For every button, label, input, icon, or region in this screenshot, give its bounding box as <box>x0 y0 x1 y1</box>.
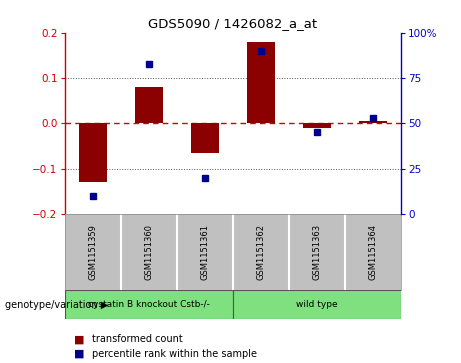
Text: ■: ■ <box>74 349 84 359</box>
Bar <box>247 42 275 123</box>
Title: GDS5090 / 1426082_a_at: GDS5090 / 1426082_a_at <box>148 17 317 30</box>
Text: cystatin B knockout Cstb-/-: cystatin B knockout Cstb-/- <box>88 301 210 309</box>
Text: genotype/variation ▶: genotype/variation ▶ <box>5 300 108 310</box>
Bar <box>233 290 401 319</box>
Text: GSM1151362: GSM1151362 <box>256 224 266 280</box>
Text: GSM1151364: GSM1151364 <box>368 224 378 280</box>
Text: GSM1151360: GSM1151360 <box>144 224 153 280</box>
Bar <box>191 123 219 153</box>
Bar <box>78 123 106 183</box>
Bar <box>135 87 163 123</box>
Text: percentile rank within the sample: percentile rank within the sample <box>92 349 257 359</box>
Text: GSM1151363: GSM1151363 <box>313 224 321 280</box>
Text: transformed count: transformed count <box>92 334 183 344</box>
Text: ■: ■ <box>74 334 84 344</box>
Bar <box>65 290 233 319</box>
Text: wild type: wild type <box>296 301 338 309</box>
Text: GSM1151359: GSM1151359 <box>88 224 97 280</box>
Text: GSM1151361: GSM1151361 <box>200 224 209 280</box>
Bar <box>359 121 387 123</box>
Bar <box>303 123 331 128</box>
